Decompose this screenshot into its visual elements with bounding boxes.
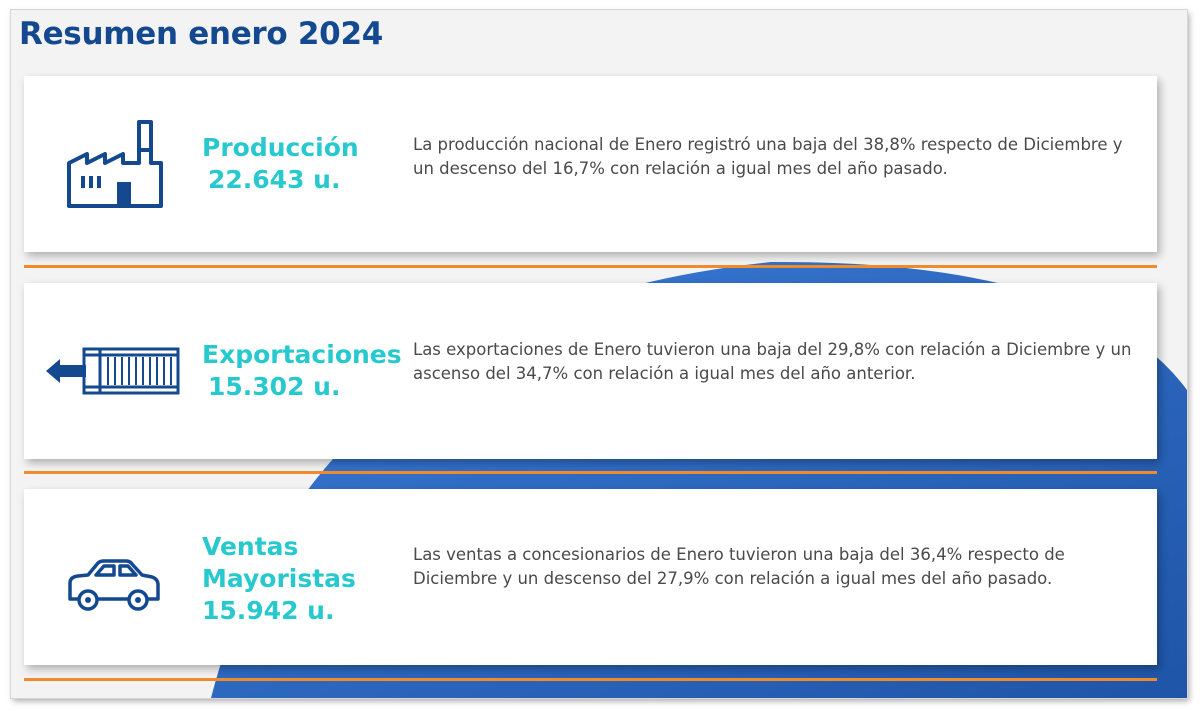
exports-description: Las exportaciones de Enero tuvieron una …	[413, 340, 1132, 383]
production-card: Producción 22.643 u. La producción nacio…	[24, 76, 1157, 252]
page-title: Resumen enero 2024	[19, 16, 383, 52]
production-description: La producción nacional de Enero registró…	[413, 135, 1123, 178]
shipping-container-icon	[46, 347, 180, 395]
car-icon	[68, 559, 160, 611]
exports-label: Exportaciones	[202, 340, 402, 369]
separator-line	[24, 471, 1157, 474]
wholesale-card: Ventas Mayoristas 15.942 u. Las ventas a…	[24, 489, 1157, 665]
wholesale-value: 15.942 u.	[202, 596, 335, 625]
wholesale-label-block: Ventas Mayoristas 15.942 u.	[202, 531, 356, 627]
exports-card: Exportaciones 15.302 u. Las exportacione…	[24, 283, 1157, 459]
production-label-block: Producción 22.643 u.	[202, 132, 359, 196]
exports-label-block: Exportaciones 15.302 u.	[202, 339, 402, 403]
separator-line	[24, 265, 1157, 268]
summary-panel: Resumen enero 2024 Producción 22.643 u. …	[11, 10, 1187, 698]
production-label: Producción	[202, 133, 359, 162]
factory-icon	[67, 120, 163, 208]
production-value: 22.643 u.	[208, 165, 341, 194]
wholesale-label: Ventas Mayoristas	[202, 532, 356, 593]
exports-value: 15.302 u.	[208, 372, 341, 401]
wholesale-description: Las ventas a concesionarios de Enero tuv…	[413, 545, 1065, 588]
separator-line	[24, 678, 1157, 681]
